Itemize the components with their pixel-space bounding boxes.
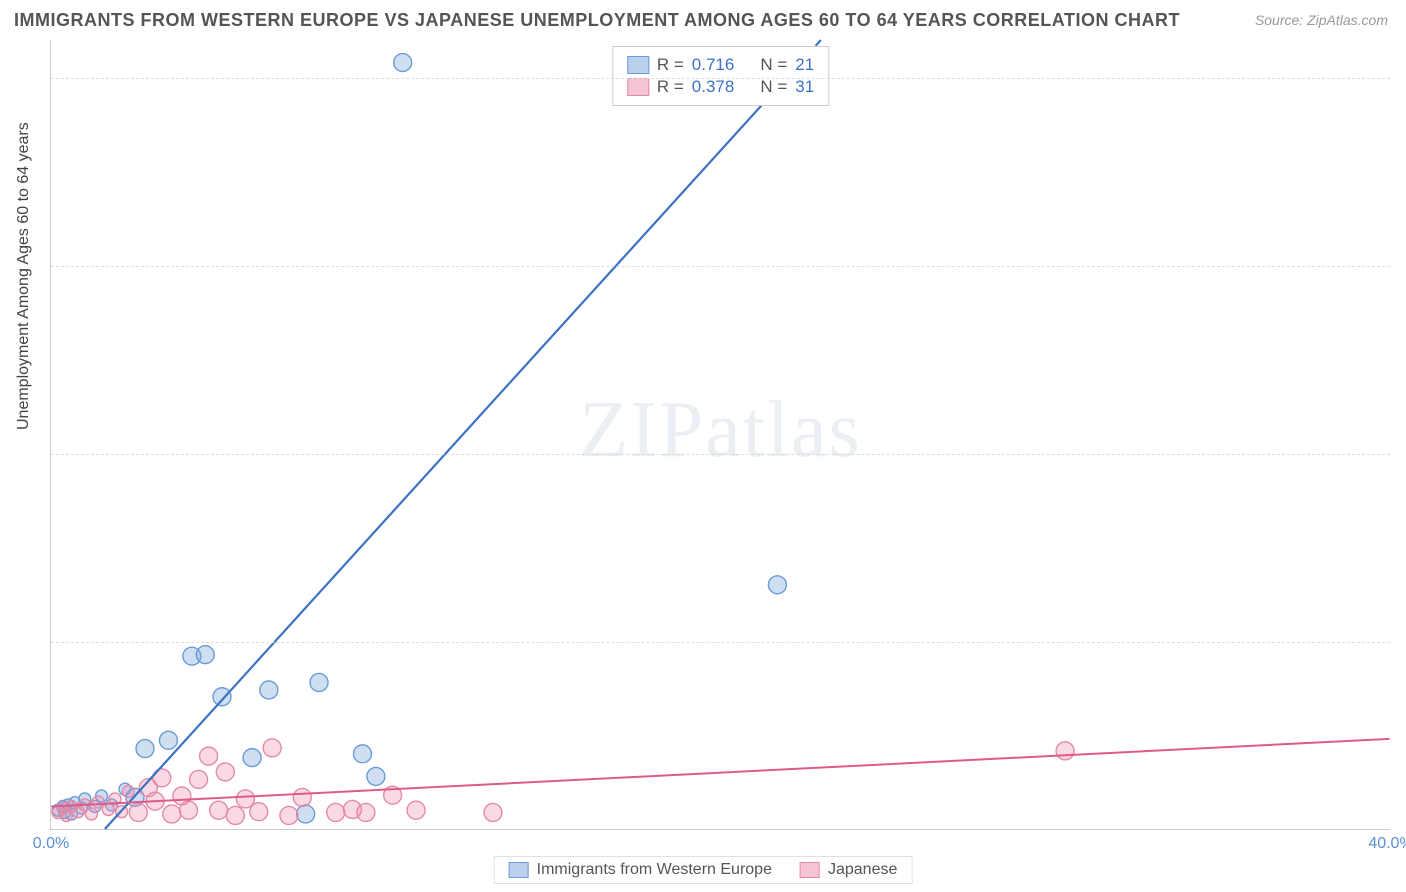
x-tick-label: 40.0% bbox=[1368, 835, 1406, 853]
data-point bbox=[250, 803, 268, 821]
data-point bbox=[310, 673, 328, 691]
gridline bbox=[51, 78, 1390, 79]
data-point bbox=[1056, 742, 1074, 760]
y-tick-label: 50.0% bbox=[1400, 445, 1406, 463]
data-point bbox=[136, 740, 154, 758]
chart-title: IMMIGRANTS FROM WESTERN EUROPE VS JAPANE… bbox=[14, 10, 1180, 31]
chart-svg bbox=[51, 40, 1390, 829]
legend-swatch bbox=[509, 862, 529, 878]
legend-series: Immigrants from Western Europe Japanese bbox=[494, 856, 913, 884]
plot-area: ZIPatlas R = 0.716 N = 21 R = 0.378 N = … bbox=[50, 40, 1390, 830]
gridline bbox=[51, 642, 1390, 643]
y-tick-label: 100.0% bbox=[1400, 69, 1406, 87]
legend-swatch bbox=[627, 56, 649, 74]
data-point bbox=[263, 739, 281, 757]
legend-item: Immigrants from Western Europe bbox=[509, 861, 772, 879]
data-point bbox=[768, 576, 786, 594]
data-point bbox=[293, 788, 311, 806]
data-point bbox=[367, 767, 385, 785]
r-value: 0.716 bbox=[692, 55, 735, 75]
data-point bbox=[327, 803, 345, 821]
legend-label: Japanese bbox=[828, 861, 897, 879]
y-tick-label: 75.0% bbox=[1400, 257, 1406, 275]
legend-label: Immigrants from Western Europe bbox=[537, 861, 772, 879]
data-point bbox=[394, 54, 412, 72]
gridline bbox=[51, 454, 1390, 455]
r-label: R = bbox=[657, 77, 684, 97]
legend-swatch bbox=[627, 78, 649, 96]
data-point bbox=[153, 769, 171, 787]
gridline bbox=[51, 266, 1390, 267]
data-point bbox=[200, 747, 218, 765]
legend-stats: R = 0.716 N = 21 R = 0.378 N = 31 bbox=[612, 46, 829, 106]
n-label: N = bbox=[760, 55, 787, 75]
n-label: N = bbox=[760, 77, 787, 97]
data-point bbox=[216, 763, 234, 781]
data-point bbox=[280, 806, 298, 824]
y-tick-label: 25.0% bbox=[1400, 633, 1406, 651]
data-point bbox=[122, 785, 134, 797]
data-point bbox=[129, 803, 147, 821]
source-label: Source: ZipAtlas.com bbox=[1255, 12, 1388, 28]
n-value: 21 bbox=[795, 55, 814, 75]
data-point bbox=[210, 801, 228, 819]
data-point bbox=[260, 681, 278, 699]
data-point bbox=[196, 646, 214, 664]
data-point bbox=[86, 808, 98, 820]
data-point bbox=[180, 801, 198, 819]
x-tick-label: 0.0% bbox=[33, 835, 69, 853]
data-point bbox=[213, 688, 231, 706]
n-value: 31 bbox=[795, 77, 814, 97]
data-point bbox=[484, 803, 502, 821]
r-label: R = bbox=[657, 55, 684, 75]
r-value: 0.378 bbox=[692, 77, 735, 97]
legend-swatch bbox=[800, 862, 820, 878]
data-point bbox=[190, 770, 208, 788]
data-point bbox=[297, 805, 315, 823]
data-point bbox=[92, 796, 104, 808]
legend-stat-row: R = 0.378 N = 31 bbox=[627, 77, 814, 97]
data-point bbox=[243, 749, 261, 767]
data-point bbox=[407, 801, 425, 819]
legend-item: Japanese bbox=[800, 861, 897, 879]
data-point bbox=[159, 731, 177, 749]
data-point bbox=[357, 803, 375, 821]
legend-stat-row: R = 0.716 N = 21 bbox=[627, 55, 814, 75]
y-axis-label: Unemployment Among Ages 60 to 64 years bbox=[15, 122, 33, 430]
data-point bbox=[102, 803, 114, 815]
data-point bbox=[354, 745, 372, 763]
data-point bbox=[163, 805, 181, 823]
data-point bbox=[226, 806, 244, 824]
